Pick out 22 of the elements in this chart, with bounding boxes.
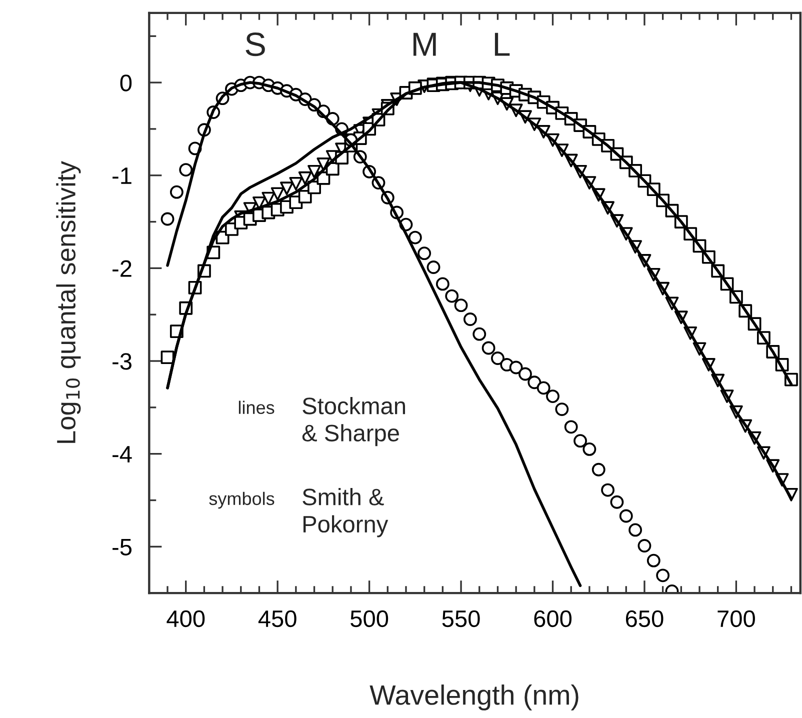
x-axis-title: Wavelength (nm) <box>370 684 578 710</box>
y-tick-label: -4 <box>112 446 132 462</box>
x-tick-label: 450 <box>258 610 296 628</box>
x-tick-label: 500 <box>350 610 388 628</box>
x-tick-label: 550 <box>442 610 480 628</box>
annotation: Stockman & Sharpe <box>302 396 406 446</box>
annotation: L <box>494 32 510 56</box>
y-tick-label: -1 <box>112 168 132 184</box>
x-tick-label: 700 <box>718 610 755 628</box>
annotation: S <box>246 32 265 56</box>
y-tick-label: -3 <box>112 353 132 370</box>
annotation: symbols <box>209 492 274 509</box>
y-axis-title: Log$_{10}$ quantal sensitivity <box>56 161 81 443</box>
annotation: lines <box>238 400 274 414</box>
annotation: Smith & Pokorny <box>302 488 388 538</box>
y-tick-label: -2 <box>112 260 132 277</box>
annotation: M <box>413 32 436 56</box>
x-tick-label: 400 <box>166 610 205 628</box>
x-tick-label: 600 <box>534 610 572 628</box>
y-tick-label: -5 <box>112 538 132 556</box>
x-tick-label: 650 <box>626 610 664 628</box>
y-tick-label: 0 <box>120 74 132 92</box>
